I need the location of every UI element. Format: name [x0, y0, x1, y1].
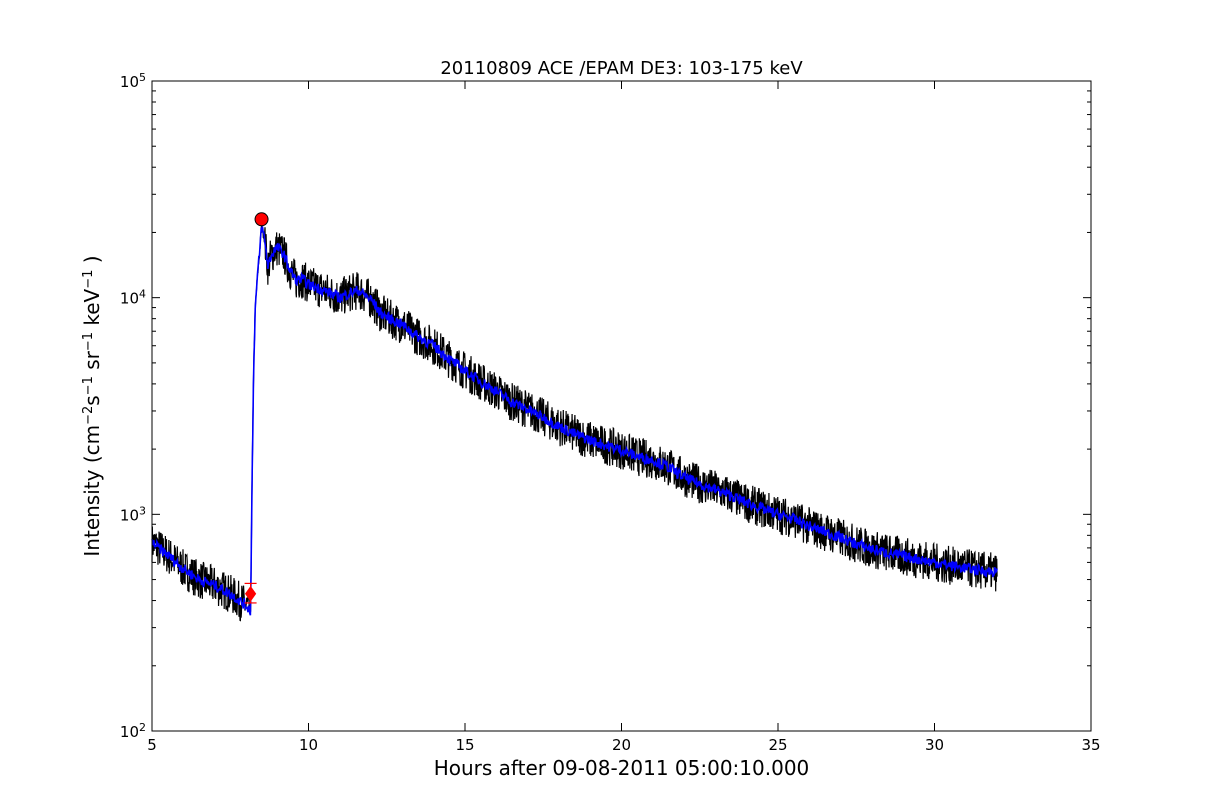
series-layer	[151, 223, 998, 622]
chart-title: 20110809 ACE /EPAM DE3: 103-175 keV	[440, 58, 803, 79]
y-tick-label: 102	[120, 721, 146, 742]
y-axis-label: Intensity (cm−2s−1 sr−1 keV−1 )	[80, 255, 104, 556]
y-axis-label-exp3: −1	[81, 332, 96, 351]
y-tick-label: 103	[120, 504, 146, 525]
marker-onset	[244, 585, 257, 602]
series-blue-smooth	[151, 226, 998, 616]
marker-layer	[244, 212, 269, 604]
x-tick-label: 30	[925, 736, 944, 754]
y-axis-label-exp1: −2	[81, 406, 96, 425]
x-tick-label: 15	[455, 736, 474, 754]
marker-peak	[254, 212, 269, 227]
y-axis-label-base: Intensity (cm	[80, 425, 104, 557]
y-tick-label: 104	[120, 287, 146, 308]
x-tick-label: 20	[612, 736, 631, 754]
y-axis-label-s: s	[80, 395, 104, 405]
y-axis-label-sr: sr	[80, 350, 104, 376]
x-tick-label: 5	[147, 736, 157, 754]
series-black-noisy	[151, 223, 998, 622]
y-axis-label-exp4: −1	[81, 270, 96, 289]
y-axis-label-close: )	[80, 255, 104, 269]
y-axis-label-exp2: −1	[81, 376, 96, 395]
x-axis-label: Hours after 09-08-2011 05:00:10.000	[434, 756, 810, 780]
x-tick-label: 25	[768, 736, 787, 754]
x-tick-label: 35	[1081, 736, 1100, 754]
tick-layer: 5 10 15 20 25 30 35 102 103 104 105	[120, 71, 1101, 755]
y-tick-label: 105	[120, 71, 146, 92]
x-tick-label: 10	[299, 736, 318, 754]
y-axis-label-kev: keV	[80, 288, 104, 332]
